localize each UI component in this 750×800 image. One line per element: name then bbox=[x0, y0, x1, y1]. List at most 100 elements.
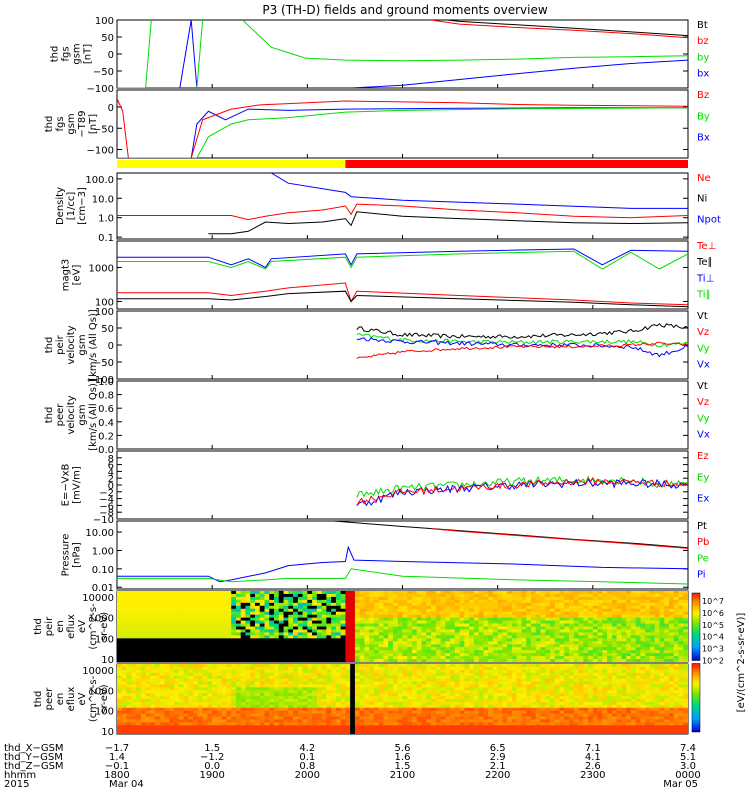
electron-spectrogram-cell bbox=[340, 675, 346, 679]
electron-spectrogram-cell bbox=[197, 669, 204, 674]
electron-spectrogram-cell bbox=[354, 725, 361, 729]
ion-spectrogram-cell bbox=[492, 638, 499, 642]
ion-spectrogram-cell bbox=[326, 635, 332, 639]
ion-spectrogram-cell bbox=[492, 659, 499, 662]
ion-spectrogram-cell bbox=[207, 650, 213, 654]
ion-spectrogram-cell bbox=[250, 653, 256, 657]
ion-spectrogram-cell bbox=[569, 611, 575, 616]
ion-spectrogram-cell bbox=[459, 650, 465, 654]
electron-spectrogram-cell bbox=[378, 672, 384, 677]
electron-spectrogram-cell bbox=[221, 722, 227, 726]
ion-spectrogram-cell bbox=[283, 656, 289, 660]
ion-spectrogram-cell bbox=[626, 647, 632, 651]
ion-spectrogram-cell bbox=[297, 626, 303, 630]
electron-spectrogram-cell bbox=[445, 693, 451, 697]
electron-spectrogram-cell bbox=[136, 722, 142, 726]
electron-spectrogram-cell bbox=[293, 707, 299, 712]
electron-spectrogram-cell bbox=[388, 699, 394, 703]
ion-spectrogram-cell bbox=[155, 644, 161, 648]
ion-spectrogram-cell bbox=[607, 644, 613, 648]
electron-spectrogram-cell bbox=[254, 675, 261, 679]
ion-spectrogram-cell bbox=[569, 656, 575, 660]
ion-spectrogram-cells bbox=[117, 591, 688, 662]
electron-spectrogram-cell bbox=[278, 725, 284, 729]
ion-spectrogram-cell bbox=[169, 605, 175, 610]
electron-spectrogram-cell bbox=[245, 678, 251, 682]
ion-spectrogram-cell bbox=[630, 617, 637, 621]
ion-spectrogram-cell bbox=[136, 611, 142, 616]
electron-spectrogram-cell bbox=[212, 664, 218, 668]
ion-spectrogram-cell bbox=[121, 635, 127, 639]
electron-spectrogram-cell bbox=[136, 704, 142, 709]
ion-spectrogram-cell bbox=[131, 617, 137, 621]
electron-spectrogram-cell bbox=[359, 687, 365, 691]
electron-spectrogram-cell bbox=[331, 710, 337, 714]
electron-spectrogram-cell bbox=[354, 696, 361, 700]
ion-spectrogram-cell bbox=[545, 632, 551, 636]
ion-spectrogram-cell bbox=[302, 638, 308, 642]
electron-spectrogram-cell bbox=[421, 704, 427, 709]
ion-spectrogram-cell bbox=[117, 593, 123, 598]
electron-spectrogram-cell bbox=[416, 722, 422, 726]
ion-spectrogram-cell bbox=[216, 591, 223, 595]
ion-spectrogram-cell bbox=[607, 626, 613, 630]
electron-spectrogram-cell bbox=[412, 687, 418, 691]
ion-spectrogram-cell bbox=[668, 623, 675, 627]
ion-spectrogram-cell bbox=[383, 620, 389, 624]
ion-spectrogram-cell bbox=[659, 653, 665, 657]
ion-spectrogram-cell bbox=[164, 659, 170, 662]
ion-spectrogram-cell bbox=[559, 647, 565, 651]
ion-spectrogram-cell bbox=[350, 596, 356, 601]
ion-spectrogram-cell bbox=[502, 632, 508, 636]
ion-spectrogram-cell bbox=[478, 623, 484, 627]
ion-spectrogram-cell bbox=[126, 632, 132, 636]
electron-spectrogram-cell bbox=[136, 713, 142, 717]
ion-spectrogram-cell bbox=[354, 591, 361, 595]
ion-spectrogram-cell bbox=[530, 614, 537, 619]
ion-spectrogram-cell bbox=[388, 638, 394, 642]
ion-spectrogram-cell bbox=[492, 644, 499, 648]
ion-spectrogram-cell bbox=[193, 605, 199, 610]
ion-spectrogram-cell bbox=[326, 599, 332, 604]
ion-spectrogram-cell bbox=[469, 623, 475, 627]
ion-spectrogram-cell bbox=[359, 638, 365, 642]
ion-spectrogram-cell bbox=[340, 635, 346, 639]
ion-spectrogram-cell bbox=[293, 644, 299, 648]
ion-spectrogram-cell bbox=[193, 653, 199, 657]
ion-spectrogram-cell bbox=[212, 659, 218, 662]
electron-spectrogram-cell bbox=[207, 664, 213, 668]
ion-spectrogram-cell bbox=[607, 647, 613, 651]
ion-spectrogram-cell bbox=[240, 611, 246, 616]
ion-spectrogram-cell bbox=[250, 635, 256, 639]
ion-spectrogram-cell bbox=[221, 641, 227, 645]
electron-spectrogram-cell bbox=[207, 713, 213, 717]
ion-spectrogram-cell bbox=[373, 659, 380, 662]
ion-spectrogram-cell bbox=[569, 629, 575, 633]
ion-spectrogram-cell bbox=[145, 647, 151, 651]
electron-spectrogram-cell bbox=[383, 716, 389, 720]
ion-spectrogram-cell bbox=[202, 641, 208, 645]
ion-spectrogram-cell bbox=[235, 629, 242, 633]
ion-spectrogram-cell bbox=[464, 602, 470, 607]
ion-spectrogram-cell bbox=[378, 620, 384, 624]
ion-spectrogram-cell bbox=[178, 659, 185, 662]
ion-spectrogram-cell bbox=[559, 629, 565, 633]
ion-spectrogram-cell bbox=[197, 599, 204, 604]
electron-spectrogram-cell bbox=[435, 693, 441, 697]
ion-spectrogram-cell bbox=[578, 614, 584, 619]
electron-spectrogram-cell bbox=[469, 669, 475, 674]
ion-spectrogram-cell bbox=[140, 641, 146, 645]
ion-spectrogram-cell bbox=[668, 644, 675, 648]
electron-spectrogram-cell bbox=[202, 713, 208, 717]
electron-spectrogram-cell bbox=[212, 675, 218, 679]
ion-spectrogram-cell bbox=[550, 650, 556, 654]
electron-spectrogram-cell bbox=[302, 699, 308, 703]
ion-spectrogram-cell bbox=[412, 626, 418, 630]
ion-spectrogram-cell bbox=[254, 647, 261, 651]
electron-spectrogram-cell bbox=[216, 725, 223, 729]
ion-spectrogram-cell bbox=[383, 629, 389, 633]
ion-spectrogram-cell bbox=[345, 632, 351, 636]
electron-spectrogram-cell bbox=[216, 675, 223, 679]
electron-spectrogram-cell bbox=[117, 690, 123, 694]
electron-spectrogram-cell bbox=[169, 716, 175, 720]
